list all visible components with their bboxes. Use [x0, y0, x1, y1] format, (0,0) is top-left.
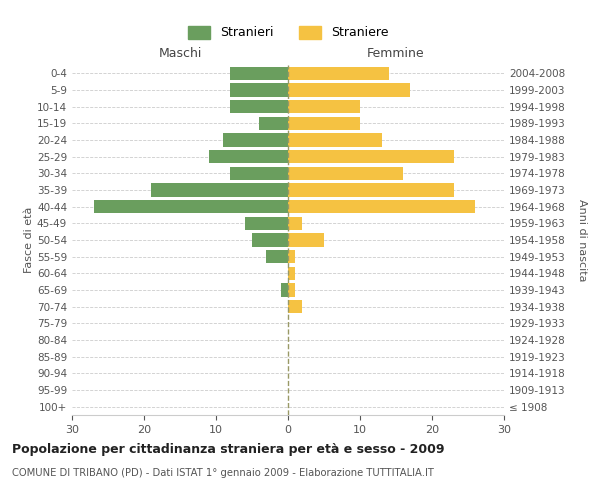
Bar	[288, 216, 302, 230]
Bar	[281, 284, 288, 296]
Bar	[151, 184, 288, 196]
Bar	[209, 150, 288, 164]
Bar	[288, 234, 324, 246]
Bar	[94, 200, 288, 213]
Bar	[288, 200, 475, 213]
Bar	[288, 134, 382, 146]
Bar	[230, 84, 288, 96]
Bar	[288, 150, 454, 164]
Bar	[288, 184, 454, 196]
Bar	[230, 166, 288, 180]
Text: Popolazione per cittadinanza straniera per età e sesso - 2009: Popolazione per cittadinanza straniera p…	[12, 442, 445, 456]
Bar	[245, 216, 288, 230]
Text: Anni di nascita: Anni di nascita	[577, 198, 587, 281]
Bar	[288, 284, 295, 296]
Bar	[266, 250, 288, 264]
Bar	[288, 100, 360, 114]
Bar	[288, 266, 295, 280]
Text: COMUNE DI TRIBANO (PD) - Dati ISTAT 1° gennaio 2009 - Elaborazione TUTTITALIA.IT: COMUNE DI TRIBANO (PD) - Dati ISTAT 1° g…	[12, 468, 434, 477]
Legend: Stranieri, Straniere: Stranieri, Straniere	[187, 26, 389, 40]
Bar	[259, 116, 288, 130]
Bar	[252, 234, 288, 246]
Bar	[230, 100, 288, 114]
Bar	[288, 66, 389, 80]
Bar	[288, 300, 302, 314]
Bar	[230, 66, 288, 80]
Bar	[288, 84, 410, 96]
Text: Femmine: Femmine	[367, 47, 425, 60]
Text: Maschi: Maschi	[158, 47, 202, 60]
Bar	[223, 134, 288, 146]
Bar	[288, 166, 403, 180]
Y-axis label: Fasce di età: Fasce di età	[24, 207, 34, 273]
Bar	[288, 116, 360, 130]
Bar	[288, 250, 295, 264]
